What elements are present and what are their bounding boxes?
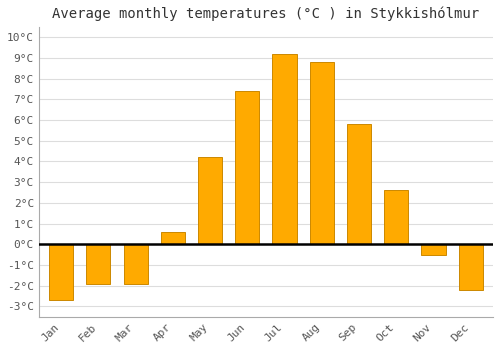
Bar [124, 244, 148, 284]
Bar [384, 190, 408, 244]
Bar [347, 124, 371, 244]
Bar [198, 157, 222, 244]
Bar [458, 244, 483, 290]
Bar [160, 232, 185, 244]
Bar [86, 244, 110, 284]
Bar [272, 54, 296, 244]
Title: Average monthly temperatures (°C ) in Stykkishólmur: Average monthly temperatures (°C ) in St… [52, 7, 480, 21]
Bar [310, 62, 334, 244]
Bar [235, 91, 260, 244]
Bar [422, 244, 446, 255]
Bar [49, 244, 73, 300]
